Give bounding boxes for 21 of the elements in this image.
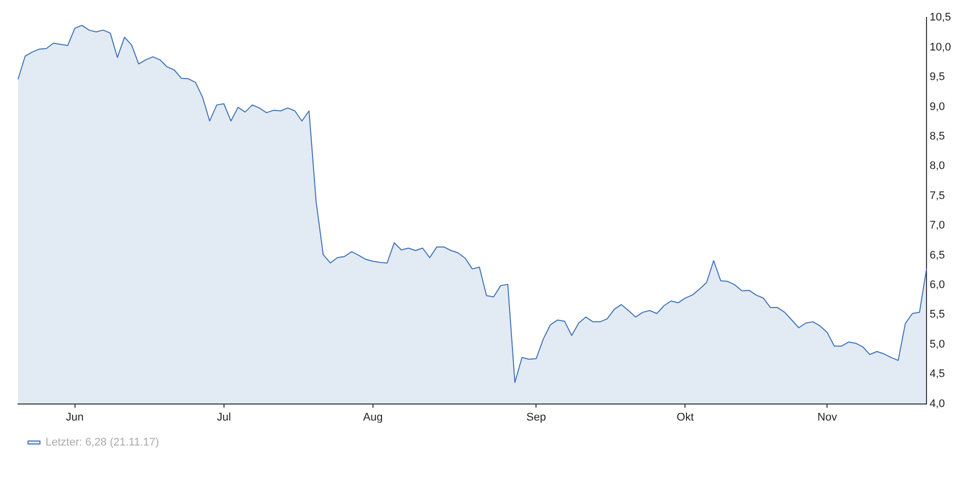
legend-label: Letzter: 6,28 (21.11.17) <box>46 436 160 449</box>
y-tick-label: 7,5 <box>930 190 945 202</box>
y-tick-label: 5,0 <box>930 338 945 350</box>
y-tick-label: 9,5 <box>930 71 945 84</box>
x-tick-label: Aug <box>363 411 383 424</box>
y-tick-label: 8,5 <box>930 130 945 142</box>
y-tick-label: 6,0 <box>930 279 945 291</box>
y-tick-label: 5,5 <box>930 308 945 321</box>
y-tick-label: 9,0 <box>930 100 945 113</box>
x-tick-label: Nov <box>817 411 838 424</box>
y-tick-label: 4,5 <box>930 368 945 380</box>
x-tick-label: Jul <box>216 411 231 424</box>
y-tick-label: 8,0 <box>930 160 945 172</box>
x-tick-label: Okt <box>676 411 694 424</box>
y-tick-label: 7,0 <box>930 220 945 232</box>
y-tick-label: 6,5 <box>930 249 945 262</box>
y-tick-label: 10,0 <box>930 41 952 54</box>
x-tick-label: Sep <box>526 411 546 424</box>
x-tick-label: Jun <box>66 411 84 424</box>
y-tick-label: 4,0 <box>930 398 945 410</box>
y-tick-label: 10,5 <box>930 12 952 24</box>
